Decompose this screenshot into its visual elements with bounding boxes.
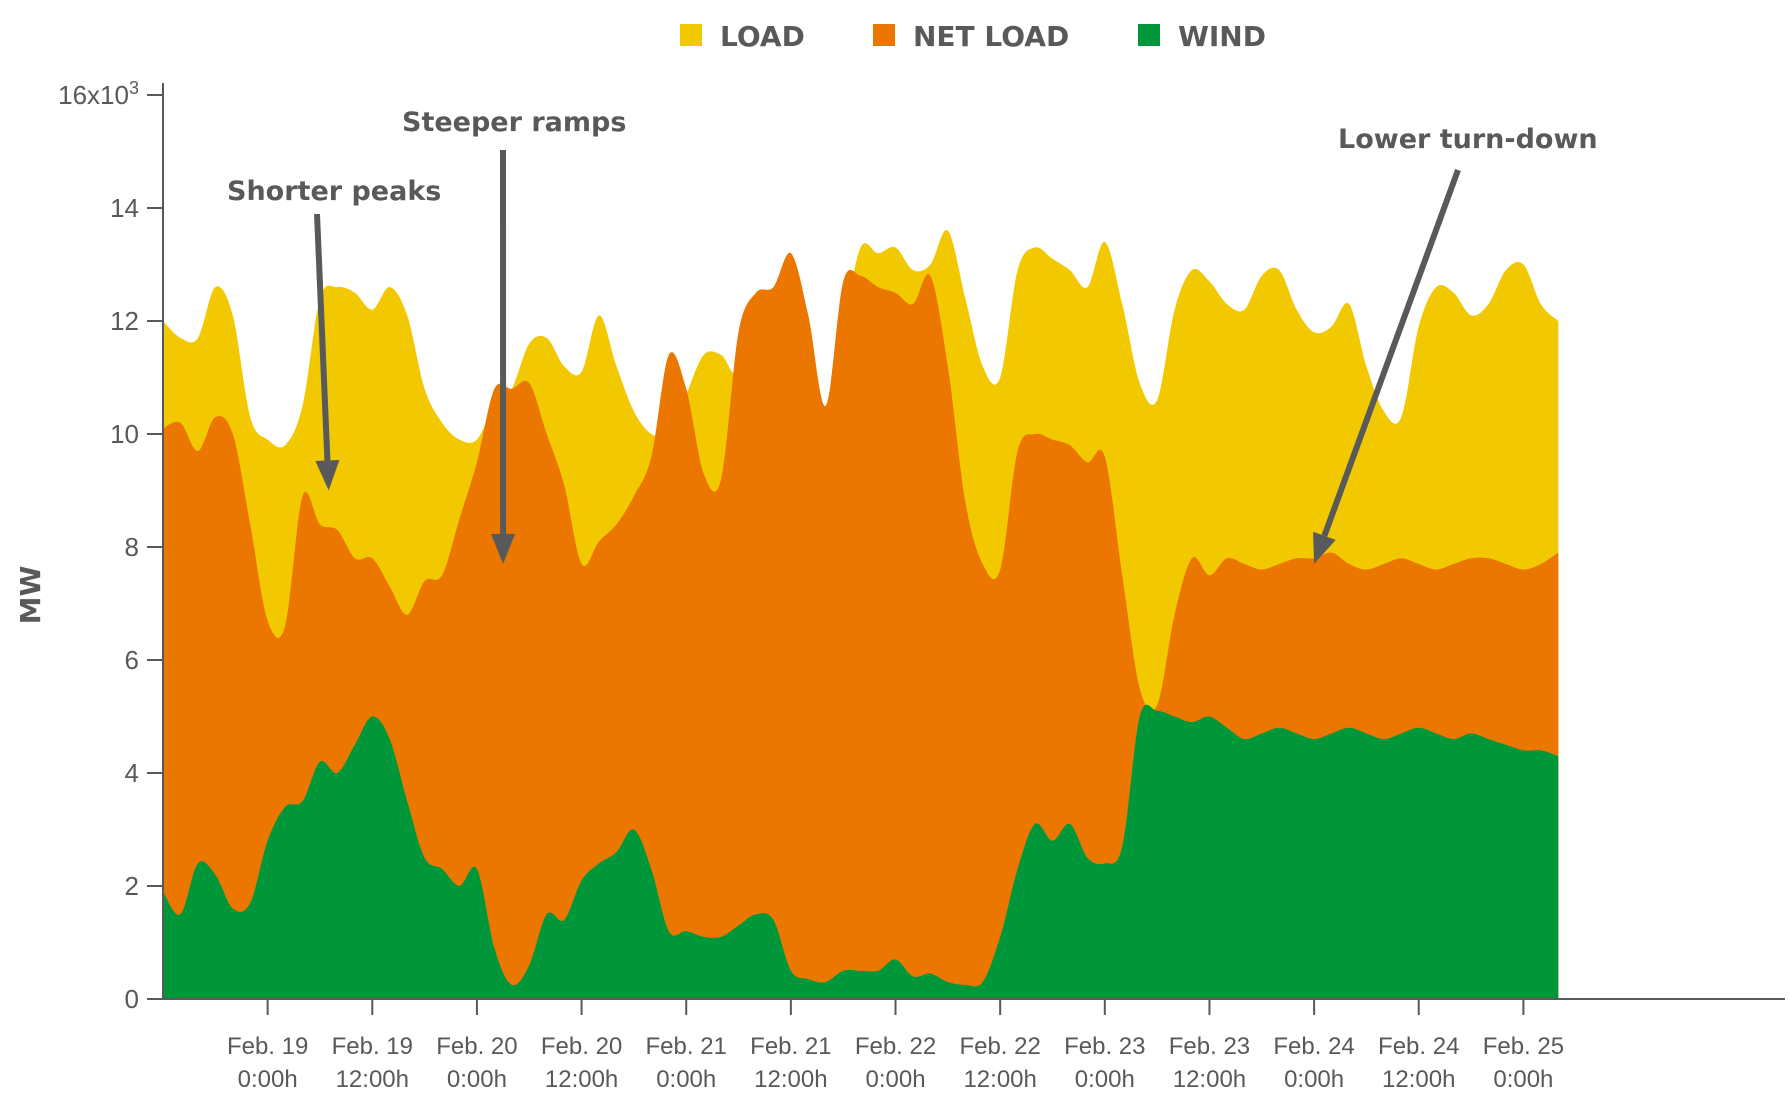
- x-tick-label-time: 12:00h: [336, 1066, 409, 1093]
- x-tick-label-time: 0:00h: [238, 1066, 298, 1093]
- y-tick-label: 6: [125, 645, 139, 675]
- x-tick-label-date: Feb. 24: [1378, 1033, 1459, 1060]
- plot-areas: [163, 229, 1559, 1000]
- x-tick-label-date: Feb. 24: [1273, 1033, 1354, 1060]
- x-tick-label-time: 0:00h: [1075, 1066, 1135, 1093]
- x-tick-label-date: Feb. 21: [750, 1033, 831, 1060]
- x-tick-label-time: 12:00h: [545, 1066, 618, 1093]
- x-tick-label-time: 0:00h: [447, 1066, 507, 1093]
- legend-label-wind: WIND: [1178, 20, 1266, 53]
- x-tick-label-time: 12:00h: [1382, 1066, 1455, 1093]
- x-tick-label-date: Feb. 20: [436, 1033, 517, 1060]
- y-top-tick-label: 16x103: [58, 78, 139, 110]
- annotation-arrow-shorter-peaks: [314, 213, 331, 461]
- y-tick-label: 14: [110, 193, 139, 223]
- y-tick-label: 4: [125, 758, 139, 788]
- y-tick-label: 0: [125, 984, 139, 1014]
- annotation-arrowhead-steeper-ramps: [491, 533, 516, 564]
- annotation-arrowhead-lower-turn-down: [1313, 531, 1336, 564]
- y-tick-label: 2: [125, 871, 139, 901]
- x-tick-label-time: 12:00h: [754, 1066, 827, 1093]
- annotation-steeper-ramps: Steeper ramps: [402, 107, 626, 138]
- annotations: Shorter peaks Steeper ramps Lower turn-dow…: [227, 107, 1598, 564]
- x-tick-label-date: Feb. 19: [332, 1033, 413, 1060]
- y-axis-title: MW: [14, 566, 47, 625]
- annotation-arrowhead-shorter-peaks: [315, 460, 340, 491]
- x-tick-label-time: 0:00h: [1284, 1066, 1344, 1093]
- x-tick-label-date: Feb. 22: [959, 1033, 1040, 1060]
- annotation-shorter-peaks: Shorter peaks: [227, 176, 441, 207]
- legend-label-load: LOAD: [720, 20, 805, 53]
- wind-area: [163, 704, 1559, 999]
- x-tick-label-date: Feb. 22: [855, 1033, 936, 1060]
- legend: LOAD NET LOAD WIND: [680, 20, 1266, 53]
- legend-swatch-load: [680, 24, 702, 46]
- x-tick-label-time: 12:00h: [1173, 1066, 1246, 1093]
- y-tick-label: 8: [125, 532, 139, 562]
- y-tick-label: 12: [110, 306, 139, 336]
- x-tick-label-time: 0:00h: [656, 1066, 716, 1093]
- x-tick-label-date: Feb. 25: [1483, 1033, 1564, 1060]
- annotation-arrow-lower-turn-down: [1321, 168, 1461, 537]
- x-tick-label-time: 0:00h: [865, 1066, 925, 1093]
- y-tick-label: 10: [110, 419, 139, 449]
- axes: 0 2 4 6 8 10 12 14 16x103 MW Feb. 19 0:00h Feb. 19 12…: [14, 78, 1785, 1093]
- x-tick-label-date: Feb. 23: [1064, 1033, 1145, 1060]
- x-tick-label-time: 0:00h: [1493, 1066, 1553, 1093]
- legend-swatch-wind: [1138, 24, 1160, 46]
- x-tick-label-date: Feb. 21: [646, 1033, 727, 1060]
- legend-swatch-net-load: [873, 24, 895, 46]
- x-tick-label-time: 12:00h: [963, 1066, 1036, 1093]
- legend-label-net-load: NET LOAD: [913, 20, 1069, 53]
- x-tick-label-date: Feb. 23: [1169, 1033, 1250, 1060]
- x-tick-label-date: Feb. 19: [227, 1033, 308, 1060]
- x-tick-label-date: Feb. 20: [541, 1033, 622, 1060]
- annotation-lower-turn-down: Lower turn-down: [1338, 124, 1598, 155]
